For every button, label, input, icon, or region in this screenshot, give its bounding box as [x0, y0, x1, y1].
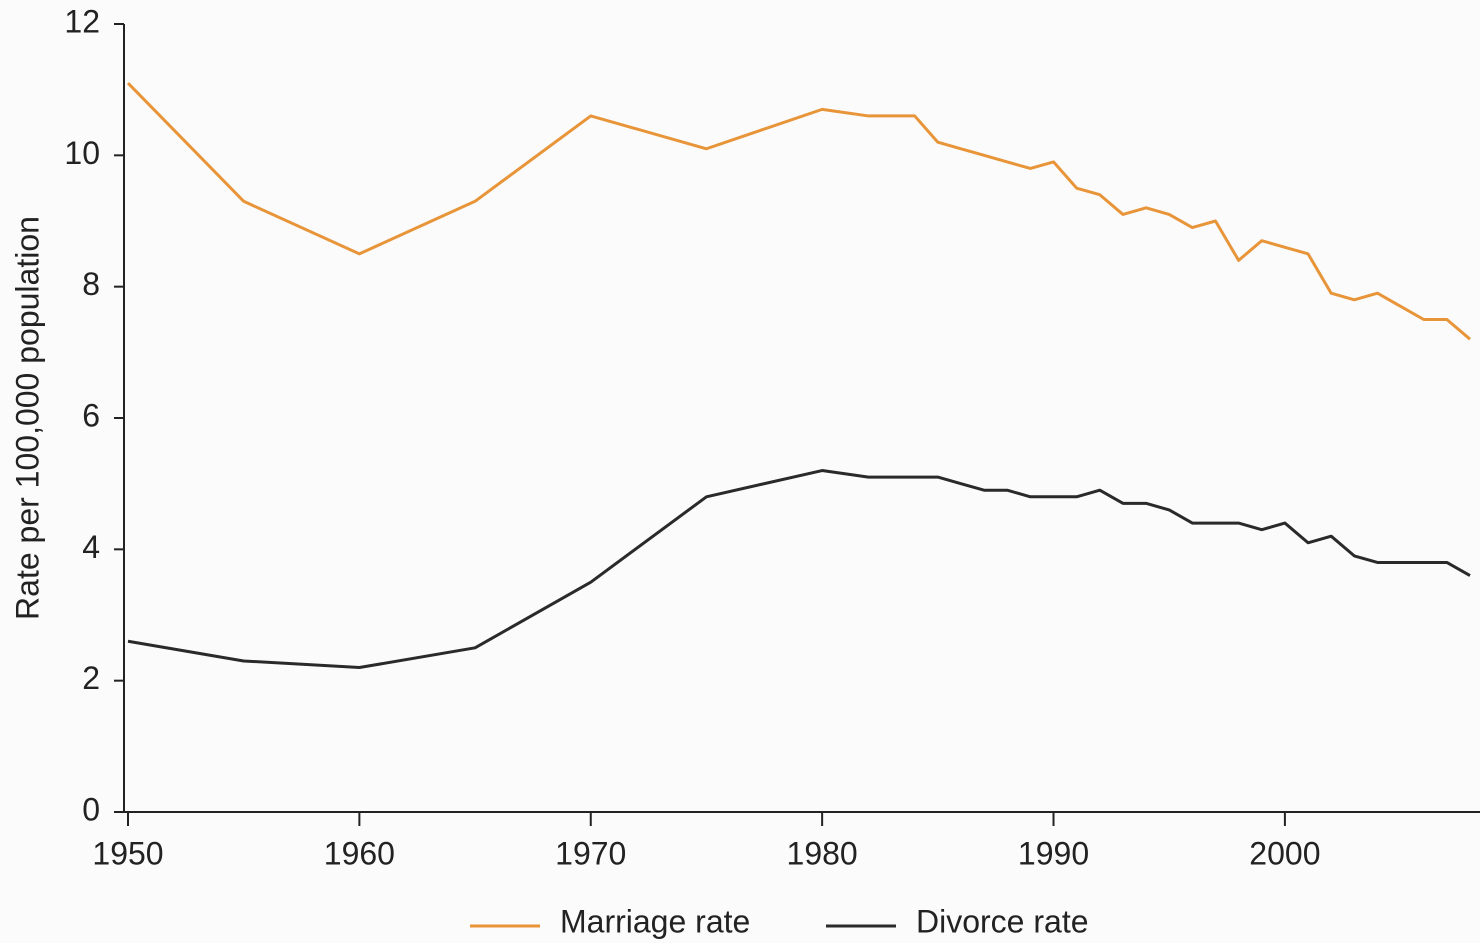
series-line — [126, 82, 1471, 341]
y-tick-label: 10 — [64, 135, 100, 171]
y-axis-label: Rate per 100,000 population — [9, 216, 45, 620]
x-tick-label: 1950 — [92, 835, 163, 871]
y-tick-label: 8 — [82, 266, 100, 302]
y-tick-label: 0 — [82, 791, 100, 827]
y-tick-label: 12 — [64, 3, 100, 39]
x-tick-label: 1990 — [1018, 835, 1089, 871]
x-tick-label: 1970 — [555, 835, 626, 871]
y-tick-label: 2 — [82, 660, 100, 696]
legend-label: Marriage rate — [560, 903, 750, 939]
y-tick-label: 6 — [82, 397, 100, 433]
legend-label: Divorce rate — [916, 903, 1089, 939]
x-tick-label: 1980 — [787, 835, 858, 871]
x-tick-label: 2000 — [1249, 835, 1320, 871]
x-tick-label: 1960 — [324, 835, 395, 871]
series-line — [127, 469, 1471, 670]
y-tick-label: 4 — [82, 529, 100, 565]
